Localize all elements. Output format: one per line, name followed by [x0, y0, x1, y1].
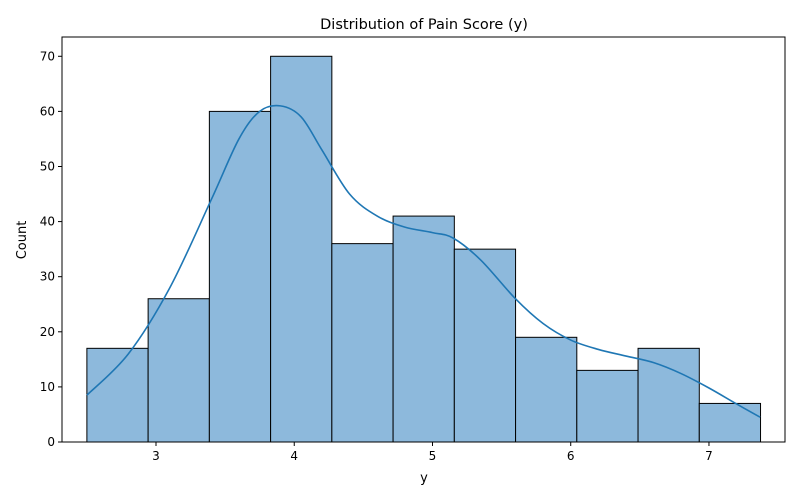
- histogram-bar: [698, 402, 762, 443]
- chart-title: Distribution of Pain Score (y): [320, 17, 528, 33]
- histogram-bar: [576, 369, 639, 443]
- kde-layer: [86, 104, 761, 418]
- histogram-bar: [208, 110, 272, 443]
- histogram-bar: [147, 298, 210, 443]
- y-tick-label: 20: [40, 325, 55, 339]
- plot-frame: [61, 36, 786, 443]
- x-tick-label: 3: [152, 449, 160, 463]
- y-tick-label: 50: [40, 159, 55, 173]
- histogram-bar: [453, 248, 517, 443]
- x-tick-label: 5: [429, 449, 437, 463]
- histogram-bar: [331, 243, 394, 443]
- y-tick-label: 30: [40, 270, 55, 284]
- x-tick-label: 6: [567, 449, 575, 463]
- x-axis-title: y: [420, 471, 428, 486]
- bars-layer: [86, 55, 762, 443]
- y-tick-label: 40: [40, 215, 55, 229]
- histogram-bar: [637, 347, 700, 443]
- y-tick-label: 0: [47, 435, 55, 449]
- kde-line: [86, 104, 761, 418]
- histogram-bar: [86, 347, 149, 443]
- y-tick-label: 70: [40, 49, 55, 63]
- histogram-bar: [515, 336, 578, 443]
- y-tick-label: 60: [40, 104, 55, 118]
- histogram-bar: [392, 215, 455, 443]
- x-tick-label: 7: [705, 449, 713, 463]
- x-tick-label: 4: [290, 449, 298, 463]
- y-tick-label: 10: [40, 380, 55, 394]
- y-axis-title: Count: [15, 221, 30, 260]
- histogram-bar: [270, 55, 333, 443]
